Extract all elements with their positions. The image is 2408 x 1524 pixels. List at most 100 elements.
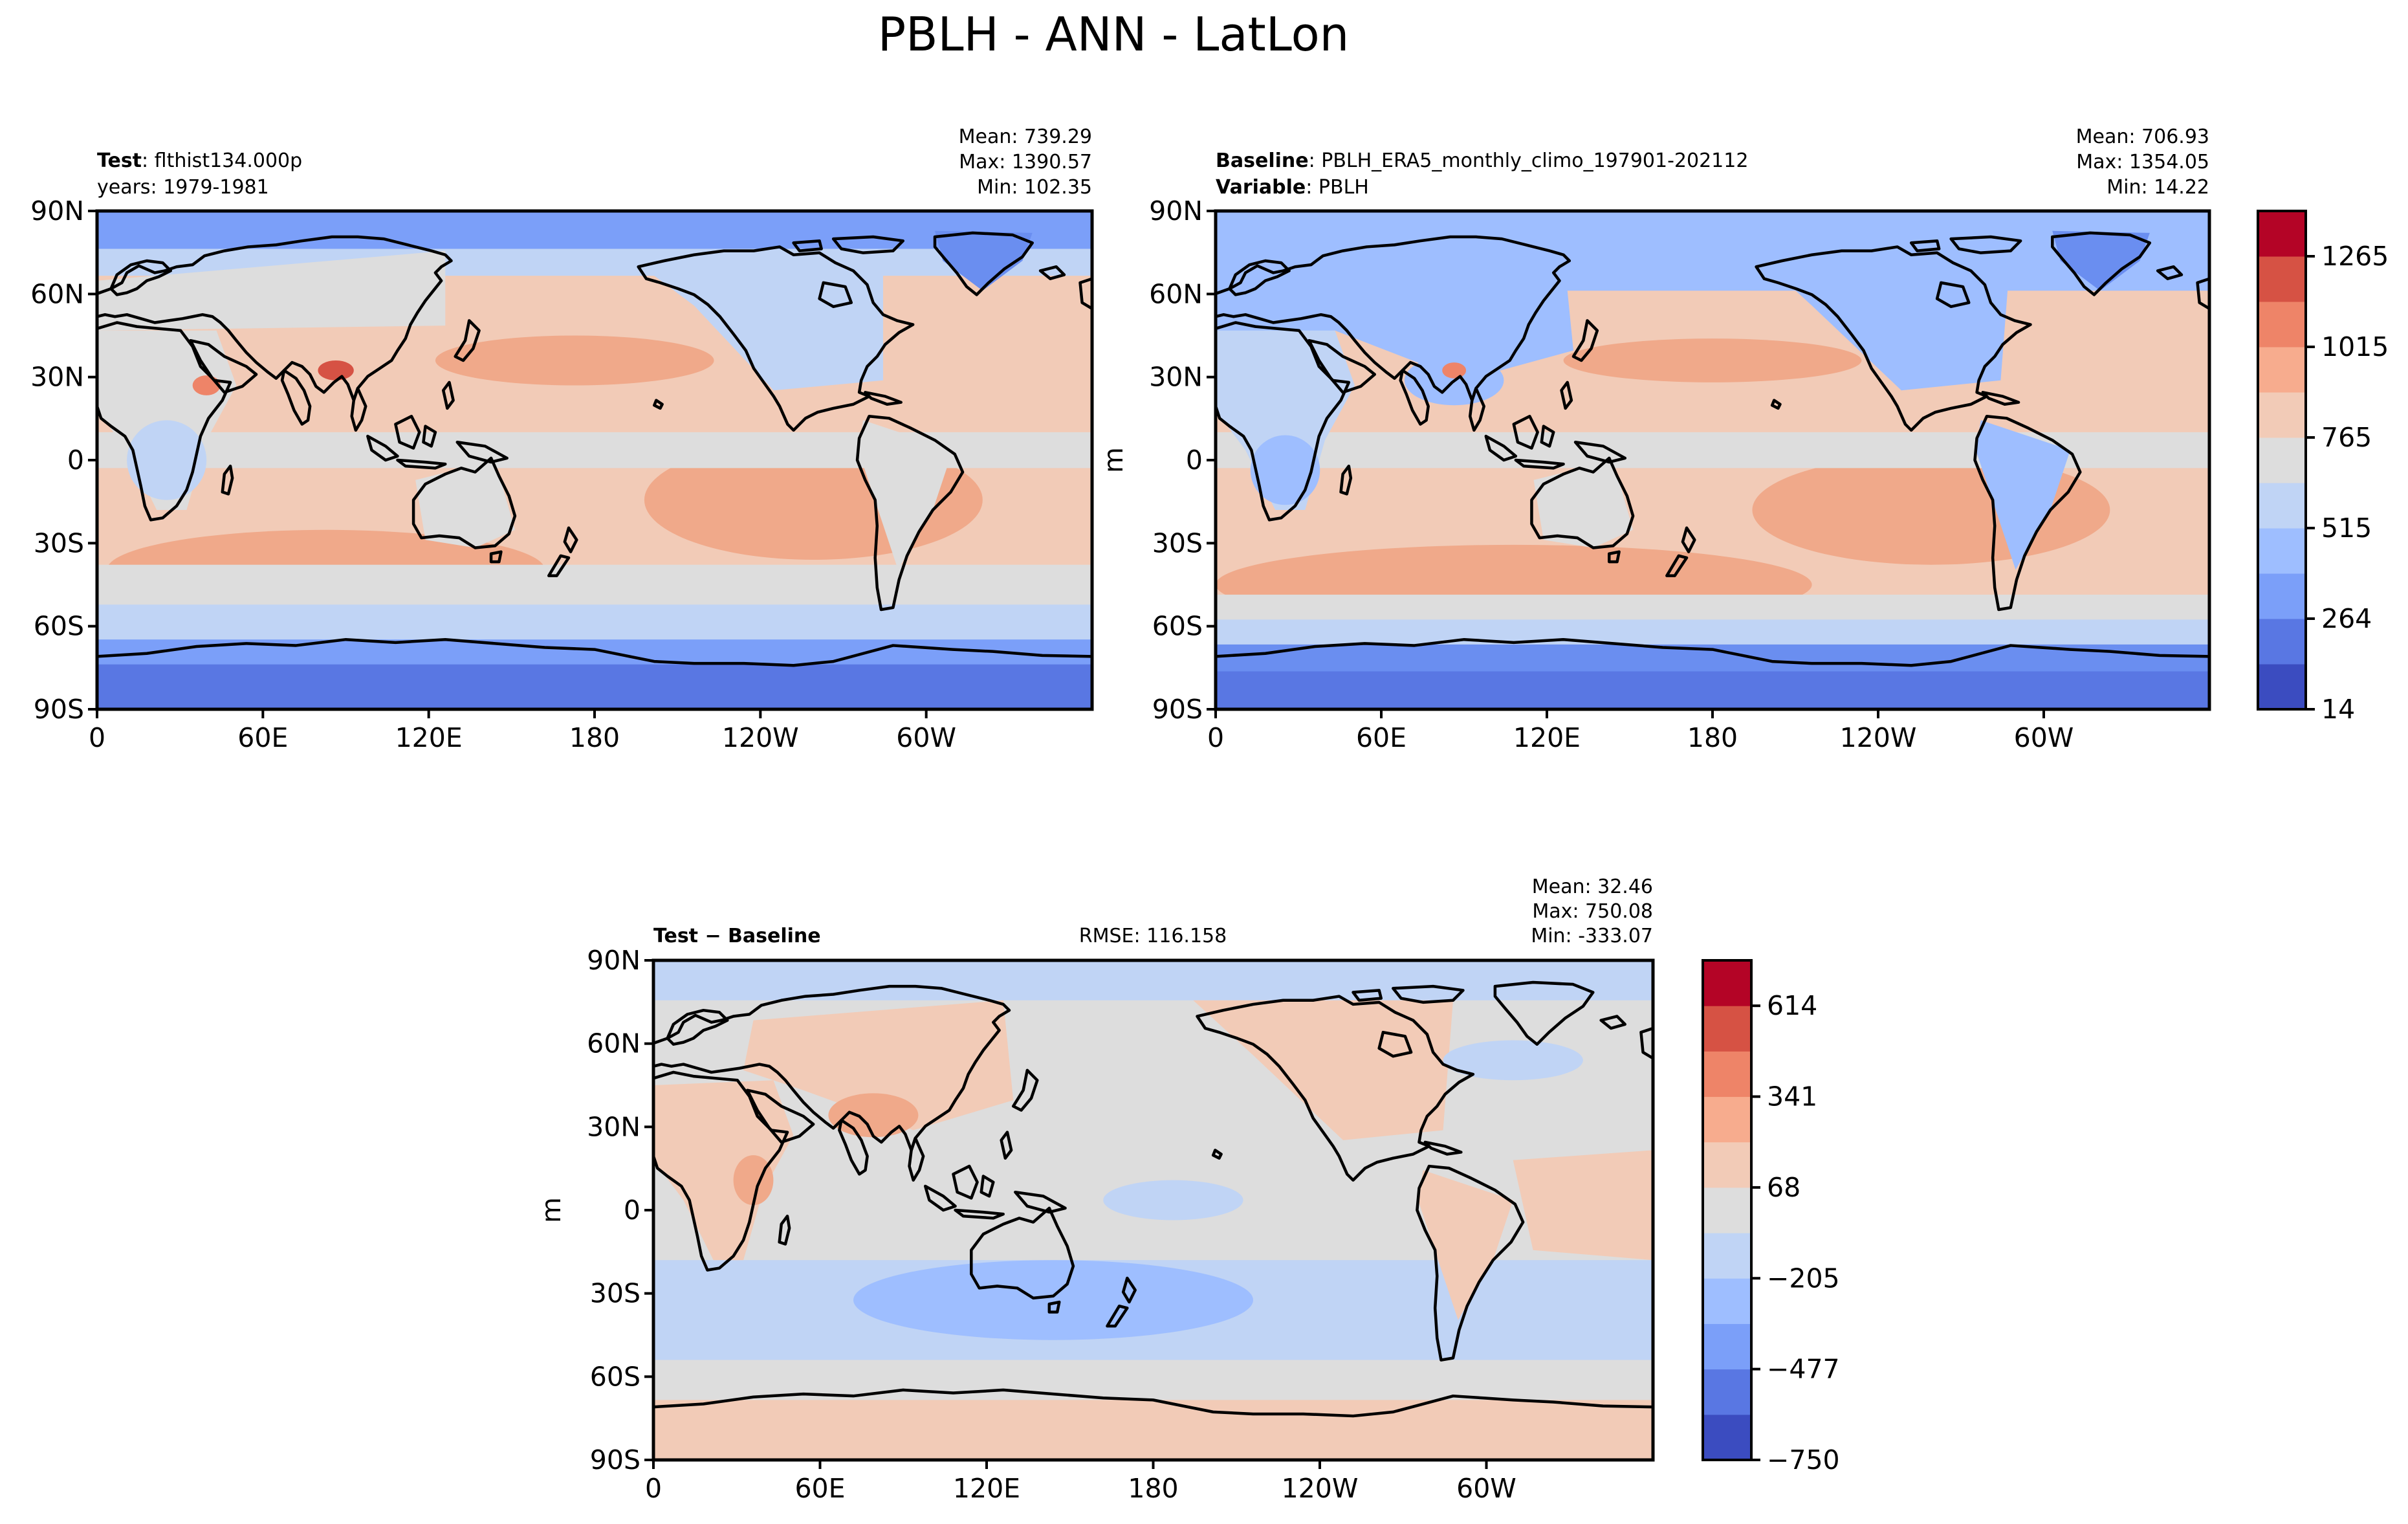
lat-tick-label: 90N [1149, 195, 1203, 226]
panel-variable-bold: Variable [1216, 176, 1306, 199]
panel-label-bold: Baseline [1216, 149, 1309, 172]
colorbar-tick-label: −205 [1767, 1263, 1840, 1294]
lon-tick-label: 0 [1207, 722, 1224, 753]
colorbar-segment [1703, 1414, 1751, 1461]
colorbar-segment [1703, 960, 1751, 1006]
panel-diff: Test − Baseline RMSE: 116.158 Mean: 32.4… [536, 876, 1655, 1504]
lat-tick-label: 90S [1152, 694, 1203, 725]
colorbar-segment [1703, 1323, 1751, 1370]
colorbar-segment [1703, 1187, 1751, 1233]
rmse: RMSE: 116.158 [1079, 925, 1227, 947]
lon-tick-label: 60E [237, 722, 288, 753]
colorbar-segment [1703, 1096, 1751, 1143]
colorbar-segment [2258, 573, 2306, 619]
colorbar-frame [2257, 210, 2307, 711]
colorbar-tick-label: 515 [2321, 513, 2372, 544]
lat-tick-label: 30S [590, 1278, 640, 1309]
stat-max: Max: 1354.05 [2076, 151, 2209, 173]
panel-label: : PBLH_ERA5_monthly_climo_197901-202112 [1309, 149, 1749, 172]
panel-label-bold: Test [97, 149, 142, 172]
panel-baseline: Baseline: PBLH_ERA5_monthly_climo_197901… [1098, 126, 2211, 753]
colorbar-tick-label: 1265 [2321, 241, 2389, 272]
lat-tick-label: 90N [587, 945, 640, 976]
y-axis-label: m [1098, 447, 1129, 473]
stat-mean: Mean: 32.46 [1532, 876, 1653, 898]
colorbar-segment [2258, 392, 2306, 438]
colorbar-segment [2258, 437, 2306, 483]
svg-text:Variable: PBLH: Variable: PBLH [1216, 176, 1369, 199]
lon-tick-label: 120E [953, 1473, 1020, 1504]
lat-tick-label: 0 [624, 1195, 640, 1226]
colorbar-segment [1703, 1233, 1751, 1279]
colorbar-tick-label: 765 [2321, 422, 2372, 453]
map-baseline [1216, 211, 2209, 709]
lon-tick-label: 0 [645, 1473, 662, 1504]
colorbar-diff: −750 −477 −205 68 341 614 [1702, 959, 1840, 1475]
colorbar-segment [2258, 302, 2306, 348]
lat-tick-label: 90N [30, 195, 84, 226]
colorbar-segment [2258, 619, 2306, 665]
colorbar-tick-label: 1015 [2321, 331, 2389, 362]
stat-mean: Mean: 706.93 [2076, 126, 2209, 148]
lon-tick-label: 120W [722, 722, 799, 753]
lat-tick-label: 60S [590, 1361, 640, 1392]
colorbar-tick-label: 68 [1767, 1172, 1801, 1203]
stat-max: Max: 1390.57 [959, 151, 1092, 173]
lon-tick-label: 60E [794, 1473, 845, 1504]
colorbar-segment [2258, 256, 2306, 302]
stat-max: Max: 750.08 [1532, 900, 1653, 923]
lon-tick-label: 60W [1456, 1473, 1516, 1504]
figure-title: PBLH - ANN - LatLon [878, 7, 1350, 61]
lat-tick-label: 60S [34, 611, 84, 642]
svg-text:Test: flthist134.000p: Test: flthist134.000p [97, 149, 302, 172]
colorbar-segment [2258, 483, 2306, 529]
lat-tick-label: 0 [1186, 445, 1203, 476]
lon-tick-label: 120E [1513, 722, 1581, 753]
colorbar-tick-label: 14 [2321, 694, 2355, 725]
lat-tick-label: 60N [587, 1028, 640, 1059]
lon-tick-label: 120E [395, 722, 463, 753]
lat-tick-label: 0 [67, 445, 84, 476]
colorbar-segment [1703, 1369, 1751, 1415]
stat-min: Min: -333.07 [1531, 925, 1653, 947]
colorbar-segment [2258, 664, 2306, 710]
lat-tick-label: 30S [1152, 527, 1203, 558]
lat-tick-label: 90S [590, 1444, 640, 1475]
colorbar-segment [1703, 1006, 1751, 1052]
colorbar-segment [1703, 1278, 1751, 1324]
colorbar-tick-label: 264 [2321, 603, 2372, 634]
panel-variable: : PBLH [1306, 176, 1369, 199]
stat-mean: Mean: 739.29 [959, 126, 1092, 148]
lon-tick-label: 120W [1282, 1473, 1359, 1504]
lon-tick-label: 180 [1687, 722, 1738, 753]
colorbar-segment [2258, 528, 2306, 574]
colorbar-segment [2258, 211, 2306, 257]
map-diff [653, 960, 1653, 1460]
colorbar-tick-label: −477 [1767, 1354, 1840, 1385]
colorbar-tick-label: 614 [1767, 990, 1817, 1021]
lon-tick-label: 60W [896, 722, 956, 753]
svg-text:Baseline: PBLH_ERA5_monthly_cl: Baseline: PBLH_ERA5_monthly_climo_197901… [1216, 149, 1748, 172]
lon-tick-label: 60E [1356, 722, 1406, 753]
panel-test: Test: flthist134.000p years: 1979-1981 M… [30, 126, 1094, 753]
lat-tick-label: 30N [587, 1111, 640, 1142]
lon-tick-label: 180 [1128, 1473, 1178, 1504]
colorbar-segment [1703, 1051, 1751, 1098]
lat-tick-label: 30N [1149, 362, 1203, 393]
panel-years: years: 1979-1981 [97, 176, 269, 199]
colorbar-segment [1703, 1142, 1751, 1188]
colorbar-segment [2258, 347, 2306, 393]
y-axis-label: m [536, 1197, 567, 1223]
colorbar-main: 14 264 515 765 1015 1265 [2257, 210, 2389, 725]
lat-tick-label: 60N [1149, 278, 1203, 309]
colorbar-frame [1702, 959, 1753, 1461]
colorbar-tick-label: −750 [1767, 1444, 1840, 1475]
lat-tick-label: 90S [34, 694, 84, 725]
lat-tick-label: 60N [30, 278, 84, 309]
lon-tick-label: 120W [1840, 722, 1917, 753]
lat-tick-label: 30S [34, 527, 84, 558]
